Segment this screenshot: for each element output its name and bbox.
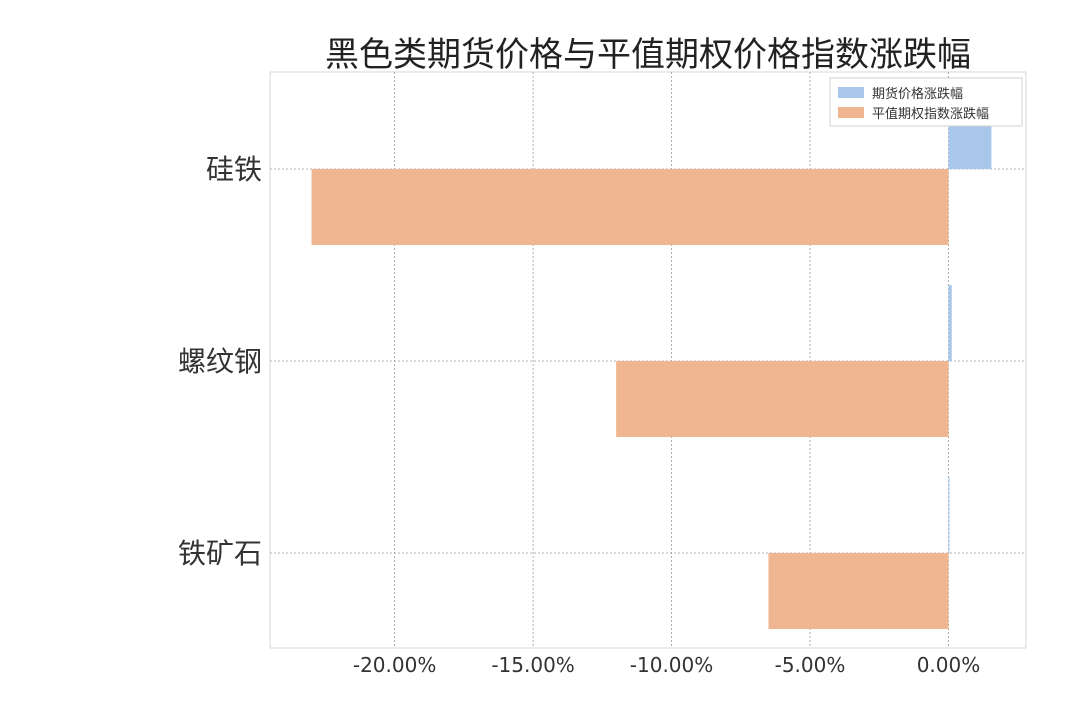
y-tick-label: 铁矿石 [178,537,262,570]
plot-area [269,71,1027,649]
chart-title: 黑色类期货价格与平值期权价格指数涨跌幅 [325,35,971,75]
bar-futures-2 [948,285,952,361]
x-tick-label: -10.00% [630,653,713,677]
x-tick-label: -5.00% [775,653,846,677]
bar-option-index-2 [616,361,949,437]
legend-label: 平值期权指数涨跌幅 [872,106,989,122]
bar-option-index-1 [768,553,949,629]
legend-swatch [838,107,864,118]
y-tick-label: 螺纹钢 [178,345,262,378]
legend-swatch [838,87,864,98]
legend-label: 期货价格涨跌幅 [872,86,963,102]
y-tick-label: 硅铁 [206,153,262,186]
bar-futures-1 [948,477,950,553]
x-tick-label: -15.00% [491,653,574,677]
x-tick-label: 0.00% [917,653,981,677]
bar-option-index-3 [311,169,949,245]
x-tick-label: -20.00% [353,653,436,677]
